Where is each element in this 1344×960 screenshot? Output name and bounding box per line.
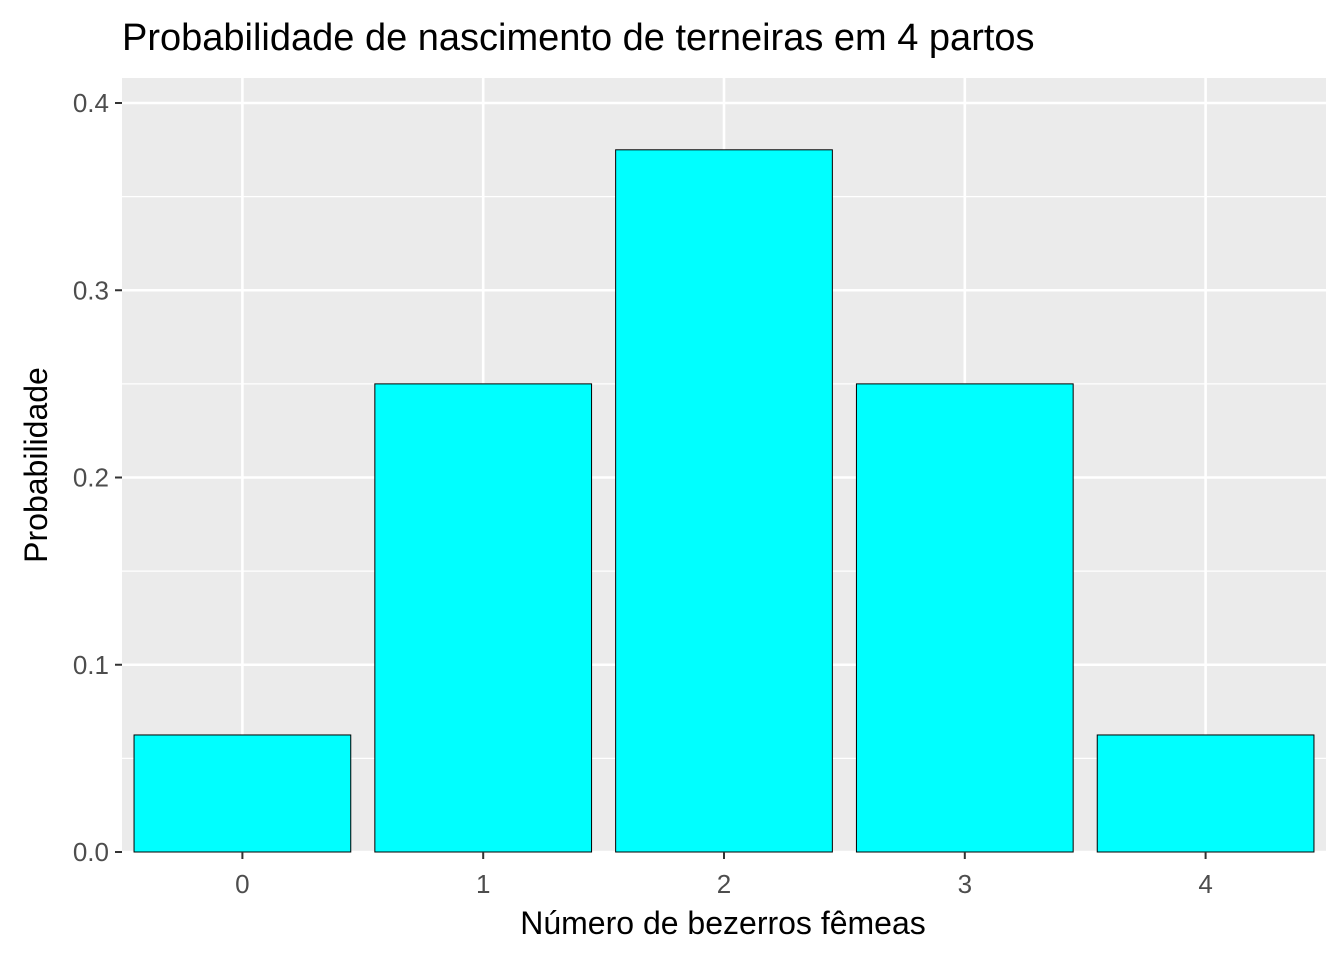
axes: 0.0 0.1 0.2 0.3 0.4 0 1 2 3 4 <box>73 88 1213 899</box>
x-tick-label: 2 <box>717 869 731 899</box>
y-axis-title: Probabilidade <box>18 367 54 563</box>
bar-0 <box>133 734 352 853</box>
x-tick-label: 1 <box>476 869 490 899</box>
y-tick-label: 0.2 <box>73 463 109 493</box>
y-tick-label: 0.4 <box>73 88 109 118</box>
y-tick-label: 0.1 <box>73 650 109 680</box>
x-tick-label: 0 <box>235 869 249 899</box>
x-axis-title: Número de bezerros fêmeas <box>520 905 926 941</box>
chart-title: Probabilidade de nascimento de terneiras… <box>122 17 1035 59</box>
bars <box>133 149 1315 853</box>
bar-1 <box>374 383 593 853</box>
y-tick-label: 0.0 <box>73 837 109 867</box>
bar-4 <box>1096 734 1315 853</box>
x-tick-label: 3 <box>958 869 972 899</box>
bar-2 <box>615 149 833 853</box>
bar-3 <box>855 383 1074 853</box>
y-tick-label: 0.3 <box>73 275 109 305</box>
x-tick-label: 4 <box>1198 869 1212 899</box>
